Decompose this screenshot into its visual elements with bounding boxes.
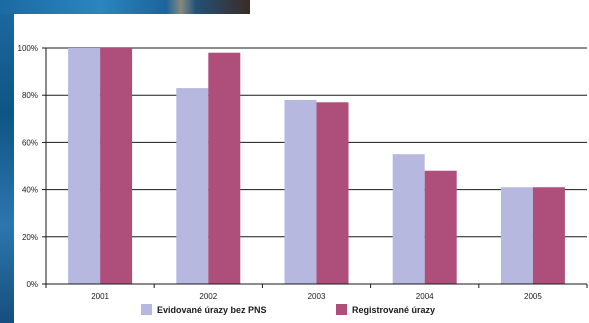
legend-swatch-evidovane <box>141 304 152 315</box>
bar-registrovane-2003 <box>316 102 349 284</box>
bar-registrovane-2005 <box>532 187 565 284</box>
legend-swatch-registrovane <box>336 304 347 315</box>
bar-evidovane-2002 <box>176 88 209 285</box>
bar-evidovane-2005 <box>500 187 533 284</box>
x-tick-labels: 2001 2002 2003 2004 2005 <box>91 292 542 301</box>
x-tick-label-2004: 2004 <box>416 292 434 301</box>
y-tick-labels: 0% 20% 40% 60% 80% 100% <box>18 44 38 289</box>
legend-label-evidovane: Evidované úrazy bez PNS <box>157 305 267 315</box>
background-photo-strip-left <box>0 0 14 323</box>
axes <box>42 47 588 288</box>
x-tick-label-2005: 2005 <box>524 292 542 301</box>
y-tick-label-20: 20% <box>22 233 38 242</box>
x-tick-label-2001: 2001 <box>91 292 109 301</box>
x-tick-label-2002: 2002 <box>199 292 217 301</box>
legend: Evidované úrazy bez PNS Registrované úraz… <box>141 304 435 315</box>
bar-evidovane-2004 <box>392 154 425 284</box>
bar-registrovane-2001 <box>100 48 133 284</box>
bars <box>68 48 565 285</box>
bar-evidovane-2003 <box>284 99 317 284</box>
bar-evidovane-2001 <box>68 48 101 284</box>
bar-registrovane-2004 <box>424 170 457 284</box>
y-tick-label-40: 40% <box>22 186 38 195</box>
y-tick-label-0: 0% <box>26 280 38 289</box>
y-tick-label-80: 80% <box>22 91 38 100</box>
y-tick-label-100: 100% <box>18 44 38 53</box>
y-tick-label-60: 60% <box>22 138 38 147</box>
x-tick-label-2003: 2003 <box>308 292 326 301</box>
bar-registrovane-2002 <box>208 52 241 284</box>
background-photo-strip-top <box>0 0 250 14</box>
legend-label-registrovane: Registrované úrazy <box>352 305 435 315</box>
